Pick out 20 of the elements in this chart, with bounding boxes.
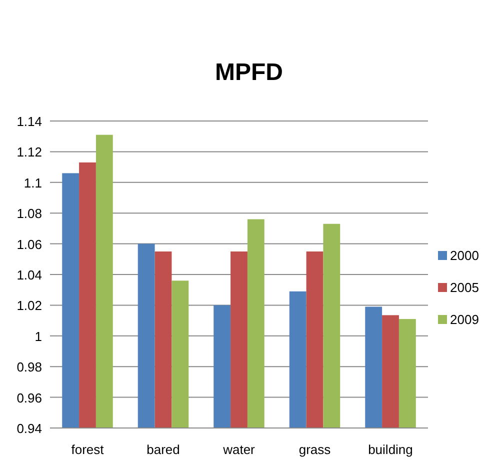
- y-tick-label: 1.12: [16, 144, 42, 160]
- legend-label: 2005: [450, 280, 479, 295]
- x-tick-label: bared: [146, 442, 180, 457]
- y-tick-label: 1.08: [16, 206, 42, 222]
- y-tick-label: 1.1: [24, 175, 42, 190]
- chart-title: MPFD: [215, 59, 283, 86]
- y-tick-label: 1.04: [16, 268, 42, 282]
- y-tick-label: 1: [34, 328, 42, 344]
- y-tick-label: 0.94: [16, 421, 42, 436]
- y-tick-label: 1.14: [16, 114, 42, 129]
- x-tick-label: grass: [298, 442, 332, 457]
- legend-label: 2009: [450, 312, 479, 327]
- y-tick-label: 0.98: [16, 360, 42, 375]
- x-tick-label: water: [222, 442, 256, 457]
- y-tick-label: 1.02: [16, 298, 42, 314]
- y-tick-label: 0.96: [16, 390, 42, 406]
- x-tick-label: building: [368, 442, 413, 457]
- x-tick-label: forest: [71, 442, 104, 457]
- legend-label: 2000: [450, 248, 479, 263]
- y-tick-label: 1.06: [16, 236, 42, 252]
